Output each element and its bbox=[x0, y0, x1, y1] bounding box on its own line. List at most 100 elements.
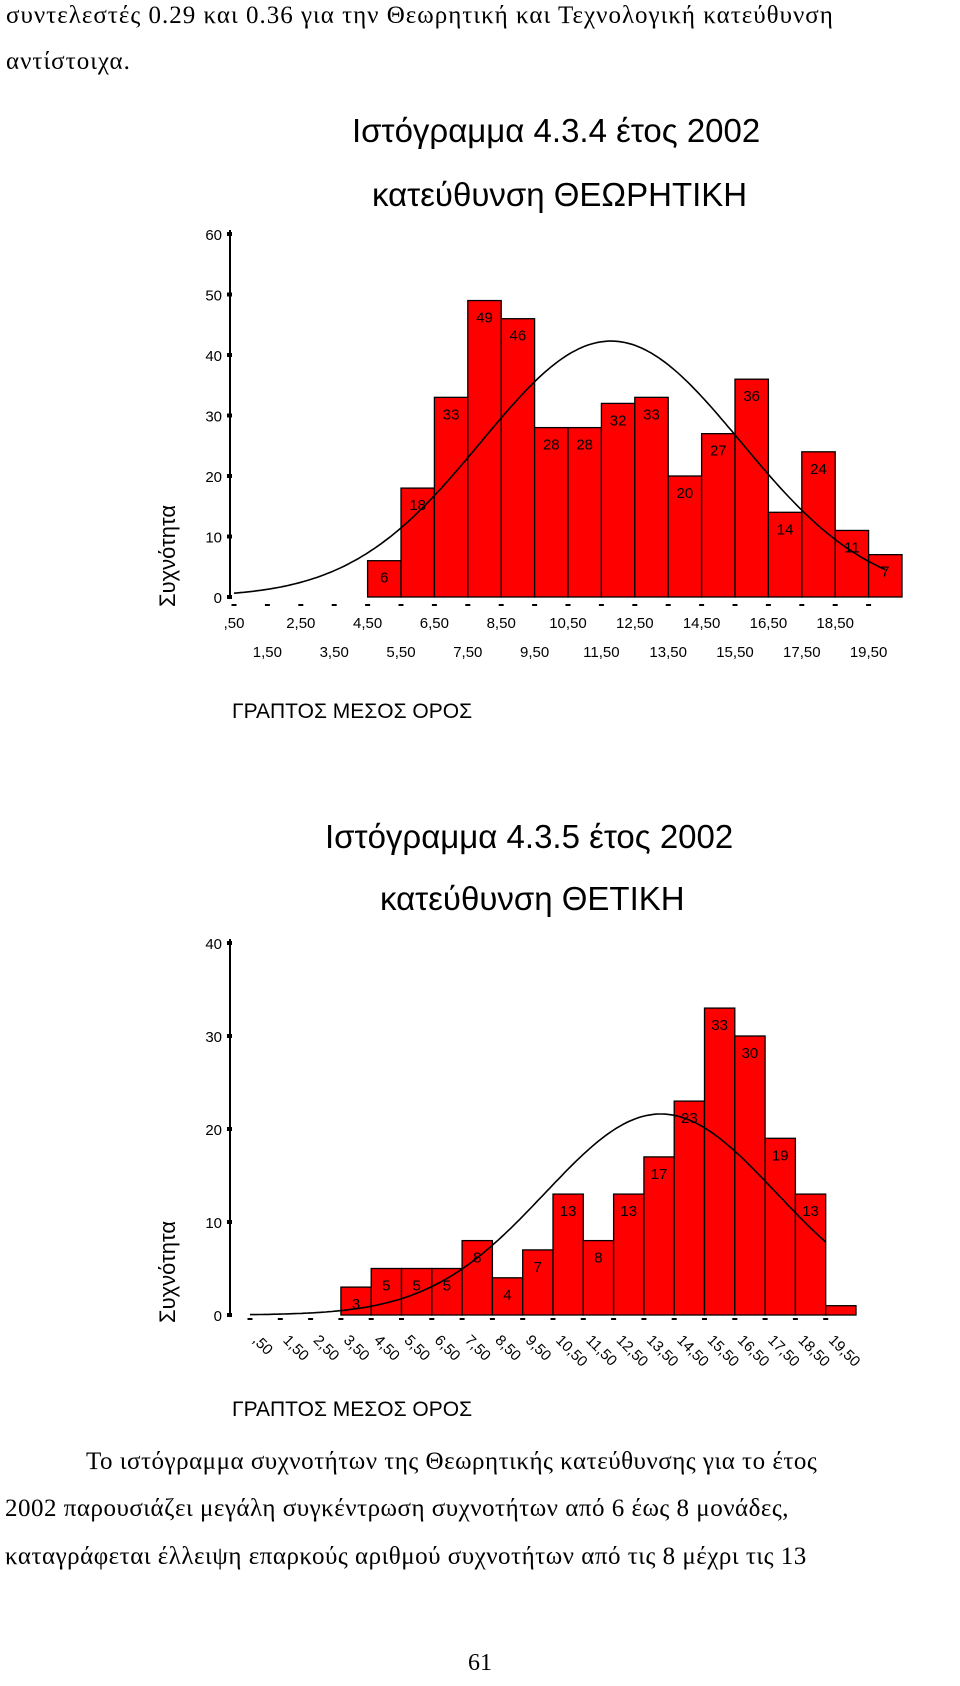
chart1-y-tick-label: 20 bbox=[205, 469, 222, 486]
chart2-data-label: 19 bbox=[772, 1147, 789, 1164]
chart1-x-tick-label: 13,50 bbox=[649, 644, 687, 661]
chart2-data-label: 5 bbox=[382, 1278, 390, 1295]
chart1-x-tick-label: 9,50 bbox=[520, 644, 549, 661]
chart1-x-tick-label: 10,50 bbox=[549, 615, 587, 632]
chart2-bar bbox=[643, 1156, 675, 1316]
chart2-y-tick-mark bbox=[227, 1034, 232, 1038]
chart2-normal-curve bbox=[250, 1113, 827, 1316]
chart1-x-tick-label: 18,50 bbox=[816, 615, 854, 632]
chart2-x-tick-label: 9,50 bbox=[522, 1332, 555, 1365]
chart1-data-label: 32 bbox=[610, 412, 627, 429]
chart2-x-tick-label: 19,50 bbox=[825, 1332, 864, 1371]
chart2-bar bbox=[461, 1239, 494, 1316]
chart1-title-line-1: Ιστόγραμμα 4.3.4 έτος 2002 bbox=[352, 112, 761, 149]
chart1-y-tick-mark bbox=[227, 595, 232, 599]
chart2-x-axis-label: ΓΡΑΠΤΟΣ ΜΕΣΟΣ ΟΡΟΣ bbox=[232, 1398, 473, 1421]
intro-text-line-1: συντελεστές 0.29 και 0.36 για την Θεωρητ… bbox=[6, 2, 834, 29]
chart2-x-tick-label: 18,50 bbox=[795, 1332, 834, 1371]
chart2-y-tick-mark bbox=[227, 941, 232, 945]
chart2-y-tick-mark bbox=[227, 1220, 232, 1224]
chart2-x-tick-label: 14,50 bbox=[673, 1332, 712, 1371]
chart1-data-label: 33 bbox=[443, 406, 460, 423]
chart1-data-label: 36 bbox=[743, 388, 760, 405]
chart1-x-tick-label: 4,50 bbox=[353, 615, 382, 632]
chart1-data-label: 6 bbox=[380, 570, 388, 587]
chart2-bar bbox=[582, 1239, 615, 1316]
chart1-y-tick-mark bbox=[227, 413, 232, 418]
chart1-y-tick-mark bbox=[227, 232, 232, 236]
chart1-title-line-2: κατεύθυνση ΘΕΩΡΗΤΙΚΗ bbox=[372, 176, 748, 213]
chart1-bar bbox=[366, 560, 402, 598]
chart2-x-tick-label: 1,50 bbox=[279, 1332, 312, 1365]
chart1-data-label: 18 bbox=[409, 497, 426, 514]
chart1-bar bbox=[867, 554, 903, 598]
chart1-y-tick-mark bbox=[227, 292, 232, 297]
chart2-data-label: 30 bbox=[742, 1045, 759, 1062]
chart2-x-tick-label: 11,50 bbox=[582, 1332, 620, 1370]
chart2-x-tick-label: 17,50 bbox=[764, 1332, 803, 1371]
chart1-y-tick-mark bbox=[227, 534, 232, 539]
chart1-x-tick-label: 14,50 bbox=[683, 615, 721, 632]
chart1-x-tick-label: 12,50 bbox=[616, 615, 654, 632]
chart2-x-tick-label: 4,50 bbox=[370, 1332, 403, 1365]
chart2-bar bbox=[794, 1193, 827, 1316]
body-paragraph-line-1: Το ιστόγραμμα συχνοτήτων της Θεωρητικής … bbox=[86, 1448, 818, 1475]
chart1-bar bbox=[533, 426, 569, 598]
chart1-bar bbox=[600, 402, 636, 598]
chart1-x-tick-label: 19,50 bbox=[850, 644, 888, 661]
chart2-y-tick-label: 0 bbox=[214, 1308, 222, 1325]
chart2-data-label: 4 bbox=[503, 1287, 511, 1304]
chart1-x-tick-label: 2,50 bbox=[286, 615, 315, 632]
chart2-x-tick-label: 5,50 bbox=[401, 1332, 434, 1365]
chart1-data-label: 7 bbox=[881, 564, 889, 581]
chart1-normal-curve bbox=[233, 340, 886, 594]
chart2-data-label: 7 bbox=[534, 1259, 542, 1276]
chart2-data-label: 8 bbox=[594, 1250, 602, 1267]
chart1-x-tick-label: 7,50 bbox=[453, 644, 482, 661]
chart1-y-tick-label: 50 bbox=[205, 288, 222, 305]
chart1-x-tick-label: 15,50 bbox=[716, 644, 754, 661]
chart1-bar bbox=[634, 396, 669, 598]
chart1-data-label: 33 bbox=[643, 406, 660, 423]
chart1-x-tick-label: 6,50 bbox=[420, 615, 449, 632]
chart2-bar bbox=[552, 1193, 584, 1316]
chart1-data-label: 49 bbox=[476, 310, 493, 327]
chart2-title-line-2: κατεύθυνση ΘΕΤΙΚΗ bbox=[380, 880, 685, 917]
intro-text-line-2: αντίστοιχα. bbox=[6, 48, 131, 75]
chart2-bar bbox=[825, 1305, 857, 1316]
chart1-y-tick-label: 30 bbox=[205, 409, 222, 426]
chart2-data-label: 33 bbox=[711, 1017, 728, 1034]
chart1-bar bbox=[567, 426, 603, 598]
chart2-y-tick-label: 10 bbox=[205, 1215, 222, 1232]
chart2-data-label: 5 bbox=[443, 1278, 451, 1295]
chart2-bar bbox=[703, 1007, 736, 1316]
chart2-data-label: 5 bbox=[412, 1278, 420, 1295]
chart2-bar bbox=[491, 1277, 524, 1316]
chart2-data-label: 13 bbox=[802, 1203, 819, 1220]
chart2-y-tick-mark bbox=[227, 1127, 232, 1131]
chart1-x-tick-label: 3,50 bbox=[320, 644, 349, 661]
chart2-x-tick-label: 7,50 bbox=[461, 1332, 494, 1365]
chart1-x-tick-label: 8,50 bbox=[487, 615, 516, 632]
chart2-x-tick-label: 12,50 bbox=[613, 1332, 652, 1371]
chart1-x-tick-label: 17,50 bbox=[783, 644, 821, 661]
chart1-bar bbox=[500, 318, 536, 598]
chart2-y-tick-label: 40 bbox=[205, 936, 222, 953]
chart2-y-tick-label: 20 bbox=[205, 1122, 222, 1139]
chart2-data-label: 8 bbox=[473, 1250, 481, 1267]
chart2-x-tick-label: 16,50 bbox=[734, 1332, 773, 1371]
chart1-x-tick-label: 16,50 bbox=[750, 615, 788, 632]
chart2-bar bbox=[431, 1267, 463, 1316]
page-number: 61 bbox=[468, 1650, 492, 1676]
chart2-y-tick-label: 30 bbox=[205, 1029, 222, 1046]
chart1-data-label: 28 bbox=[543, 437, 560, 454]
chart1-y-tick-mark bbox=[227, 353, 232, 357]
chart1-bar bbox=[467, 299, 502, 598]
chart1-data-label: 46 bbox=[510, 328, 527, 345]
chart1-x-tick-label: 11,50 bbox=[583, 644, 619, 661]
chart2-bar bbox=[673, 1100, 706, 1316]
chart2-bar bbox=[400, 1267, 433, 1316]
chart1-data-label: 28 bbox=[576, 437, 593, 454]
chart1-x-axis-label: ΓΡΑΠΤΟΣ ΜΕΣΟΣ ΟΡΟΣ bbox=[232, 700, 473, 723]
